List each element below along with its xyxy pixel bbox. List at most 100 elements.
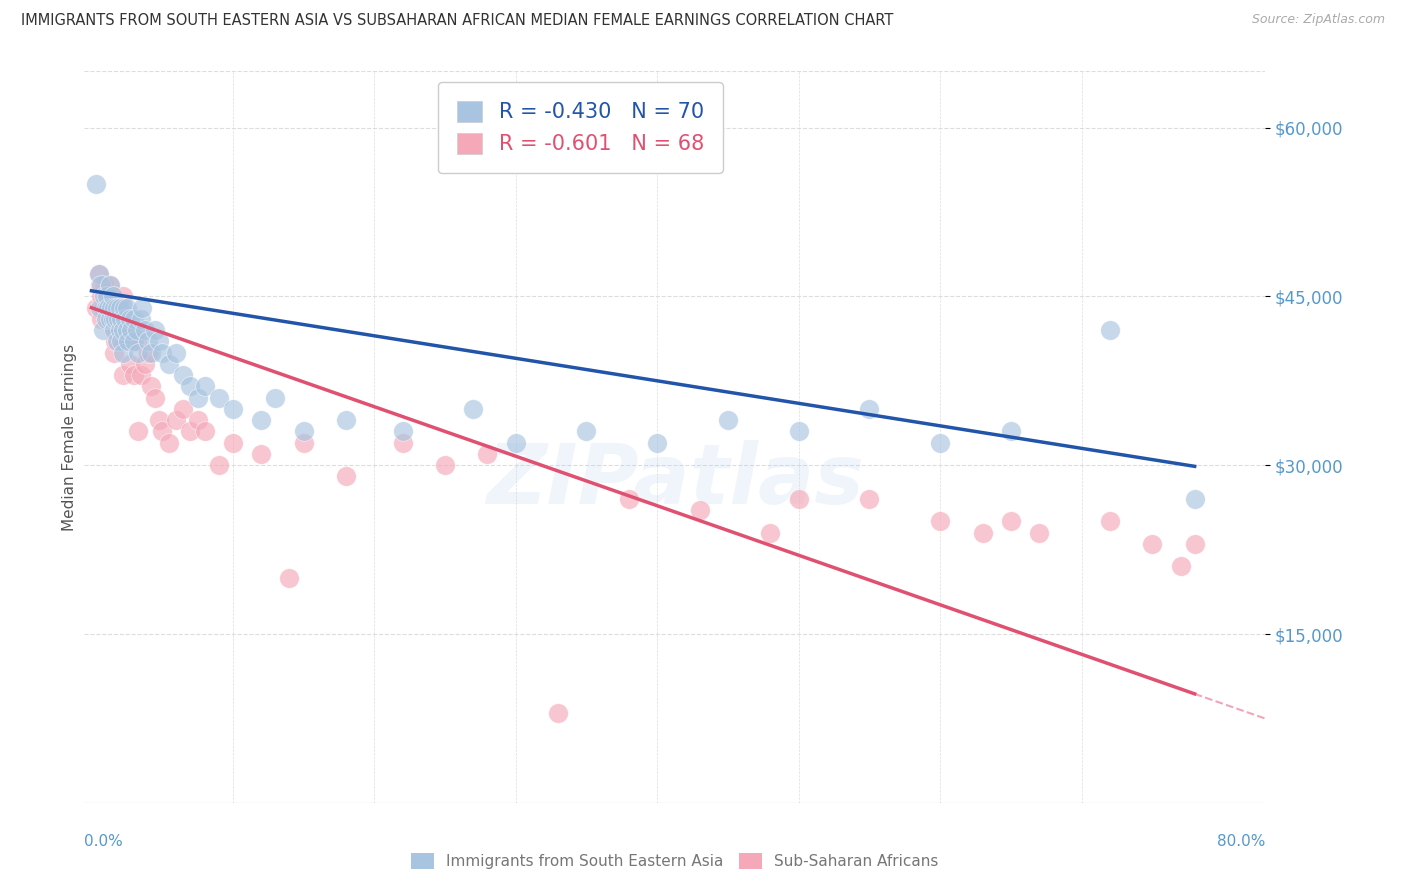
Point [108, 301, 131, 315]
Point [115, 301, 138, 315]
Point [335, 469, 357, 483]
Point [108, 323, 131, 337]
Point [98, 278, 121, 293]
Point [100, 312, 122, 326]
Point [100, 301, 122, 315]
Point [111, 345, 134, 359]
Legend: R = -0.430   N = 70, R = -0.601   N = 68: R = -0.430 N = 70, R = -0.601 N = 68 [439, 82, 723, 173]
Point [103, 345, 125, 359]
Point [91, 301, 114, 315]
Text: 0.0%: 0.0% [84, 834, 124, 849]
Point [139, 379, 162, 393]
Point [110, 312, 132, 326]
Point [112, 301, 135, 315]
Point [118, 357, 141, 371]
Point [717, 413, 740, 427]
Point [929, 515, 952, 529]
Point [103, 323, 125, 337]
Point [250, 413, 273, 427]
Point [125, 334, 148, 349]
Point [103, 301, 125, 315]
Point [1142, 537, 1164, 551]
Point [157, 435, 180, 450]
Point [148, 413, 170, 427]
Point [972, 525, 994, 540]
Point [194, 425, 217, 439]
Point [391, 435, 413, 450]
Point [111, 368, 134, 383]
Point [617, 491, 640, 506]
Point [101, 301, 124, 315]
Point [477, 447, 499, 461]
Point [108, 301, 131, 315]
Point [165, 345, 187, 359]
Point [90, 289, 112, 303]
Point [645, 435, 668, 450]
Point [136, 334, 159, 349]
Legend: Immigrants from South Eastern Asia, Sub-Saharan Africans: Immigrants from South Eastern Asia, Sub-… [405, 847, 945, 875]
Point [208, 458, 231, 473]
Point [1098, 323, 1121, 337]
Point [105, 301, 128, 315]
Point [787, 491, 810, 506]
Point [278, 571, 301, 585]
Point [1028, 525, 1050, 540]
Point [97, 289, 120, 303]
Point [103, 289, 125, 303]
Point [179, 425, 201, 439]
Point [136, 345, 159, 359]
Point [222, 401, 245, 416]
Point [122, 334, 145, 349]
Point [87, 267, 110, 281]
Point [108, 312, 131, 326]
Y-axis label: Median Female Earnings: Median Female Earnings [62, 343, 77, 531]
Point [505, 435, 527, 450]
Point [84, 301, 107, 315]
Point [463, 401, 485, 416]
Point [90, 278, 112, 293]
Point [104, 334, 127, 349]
Point [91, 323, 114, 337]
Point [172, 401, 194, 416]
Point [104, 312, 127, 326]
Point [787, 425, 810, 439]
Point [858, 401, 880, 416]
Point [129, 312, 152, 326]
Point [104, 312, 127, 326]
Point [929, 435, 952, 450]
Point [165, 413, 187, 427]
Point [194, 379, 217, 393]
Point [1170, 559, 1192, 574]
Point [87, 267, 110, 281]
Point [134, 323, 156, 337]
Point [131, 301, 153, 315]
Point [89, 278, 111, 293]
Point [222, 435, 245, 450]
Point [759, 525, 782, 540]
Point [292, 435, 315, 450]
Point [208, 391, 231, 405]
Point [292, 425, 315, 439]
Point [98, 301, 121, 315]
Point [434, 458, 457, 473]
Point [157, 357, 180, 371]
Point [93, 278, 115, 293]
Text: 80.0%: 80.0% [1218, 834, 1265, 849]
Point [335, 413, 357, 427]
Point [96, 301, 118, 315]
Point [111, 289, 134, 303]
Point [139, 345, 162, 359]
Point [94, 301, 117, 315]
Point [120, 323, 142, 337]
Point [1000, 425, 1022, 439]
Point [122, 312, 145, 326]
Text: IMMIGRANTS FROM SOUTH EASTERN ASIA VS SUBSAHARAN AFRICAN MEDIAN FEMALE EARNINGS : IMMIGRANTS FROM SOUTH EASTERN ASIA VS SU… [21, 13, 893, 29]
Point [115, 323, 138, 337]
Point [101, 289, 124, 303]
Point [93, 289, 115, 303]
Point [118, 312, 141, 326]
Point [127, 345, 149, 359]
Point [125, 323, 148, 337]
Point [186, 413, 208, 427]
Point [94, 312, 117, 326]
